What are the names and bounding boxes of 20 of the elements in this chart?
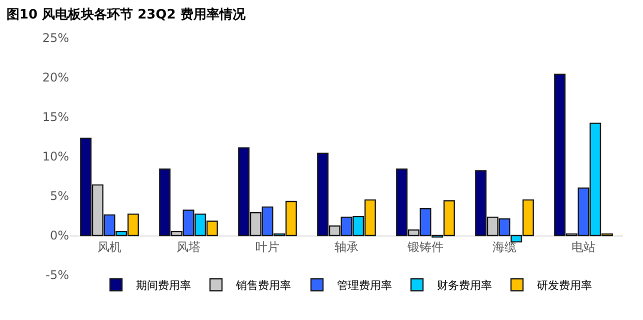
x-tick-label: 电站 [572, 240, 596, 254]
y-tick-label: 15% [42, 110, 69, 124]
legend-label: 期间费用率 [136, 279, 191, 292]
legend-label: 管理费用率 [337, 279, 392, 292]
x-tick-label: 风机 [98, 240, 122, 254]
y-tick-label: 20% [42, 70, 69, 85]
y-tick-label: 0% [50, 228, 69, 243]
x-tick-label: 锻铸件 [406, 240, 444, 254]
legend-label: 财务费用率 [437, 279, 492, 292]
x-tick-label: 轴承 [334, 240, 358, 254]
y-tick-label: 10% [42, 150, 69, 164]
y-tick-label: 25% [42, 31, 69, 46]
legend-label: 研发费用率 [537, 279, 592, 292]
legend-label: 销售费用率 [235, 279, 291, 292]
y-tick-label: 5% [50, 189, 69, 204]
x-tick-label: 海缆 [492, 240, 516, 254]
y-tick-label: -5% [46, 268, 69, 282]
chart-title: 图10 风电板块各环节 23Q2 费用率情况 [6, 6, 246, 23]
x-tick-label: 风塔 [176, 240, 200, 254]
x-tick-label: 叶片 [256, 240, 280, 254]
